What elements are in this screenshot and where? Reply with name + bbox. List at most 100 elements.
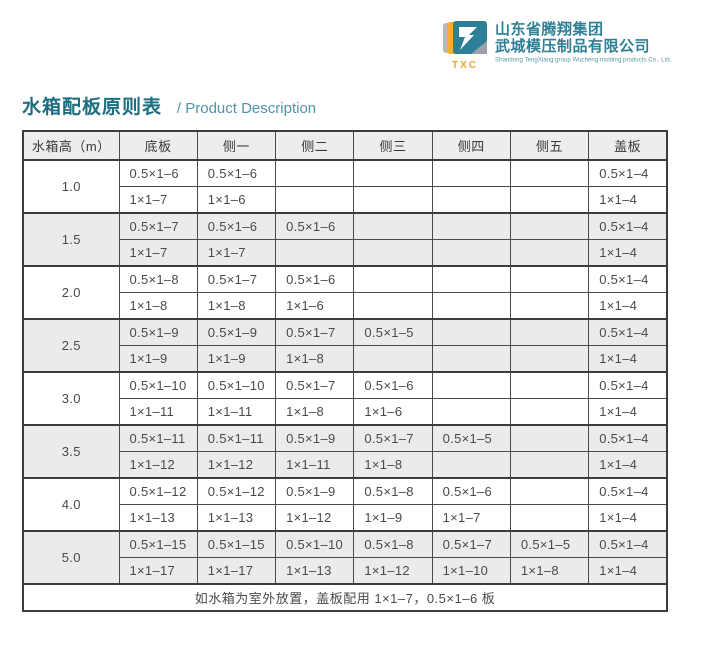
panel-value-cell: 1×1–8 (196, 292, 277, 320)
panel-value-cell (509, 159, 590, 187)
panel-spec-table: 水箱高（m） 底板 侧一 侧二 侧三 侧四 侧五 盖板 1.0 0.5×1–6 0.5×1–6 0.… (22, 130, 668, 612)
panel-value-cell: 0.5×1–11 (196, 424, 277, 452)
column-header: 盖板 (588, 130, 668, 161)
panel-value-cell: 1×1–7 (431, 504, 511, 532)
table-row: 1.5 0.5×1–7 0.5×1–6 0.5×1–6 0.5×1–4 (22, 212, 668, 267)
panel-value-cell (509, 504, 590, 532)
panel-value-cell (509, 345, 590, 373)
panel-value-cell: 0.5×1–12 (196, 477, 277, 505)
column-header: 侧三 (353, 130, 433, 161)
tank-height-cell: 3.5 (22, 424, 120, 479)
panel-value-cell: 0.5×1–9 (275, 477, 355, 505)
panel-value-cell: 0.5×1–4 (588, 371, 668, 399)
panel-value-cell: 0.5×1–8 (118, 265, 198, 293)
tank-height-cell: 5.0 (22, 530, 120, 585)
panel-value-cell: 1×1–6 (353, 398, 433, 426)
table-row: 1×1–13 1×1–13 1×1–12 1×1–9 1×1–7 1×1–4 (23, 504, 668, 532)
panel-value-cell: 0.5×1–4 (588, 159, 668, 187)
company-name-en: Shandong TengXiang group Wucheng molding… (495, 56, 672, 63)
panel-value-cell: 0.5×1–9 (118, 318, 198, 346)
panel-value-cell: 1×1–4 (588, 451, 668, 479)
panel-value-cell: 1×1–4 (588, 239, 668, 267)
panel-value-cell: 0.5×1–7 (118, 212, 198, 240)
panel-value-cell: 0.5×1–4 (588, 212, 668, 240)
panel-value-cell (509, 477, 590, 505)
table-row: 1×1–9 1×1–9 1×1–8 1×1–4 (23, 345, 668, 373)
panel-value-cell (275, 159, 355, 187)
panel-value-cell: 0.5×1–7 (196, 265, 277, 293)
table-header-row: 水箱高（m） 底板 侧一 侧二 侧三 侧四 侧五 盖板 (22, 130, 668, 161)
tank-height-cell: 1.0 (22, 159, 120, 214)
panel-value-cell: 0.5×1–9 (275, 424, 355, 452)
page-title-cn: 水箱配板原则表 (22, 97, 163, 118)
page-title-en: / Product Description (176, 100, 317, 117)
logo-txc-label: TXC (452, 60, 478, 71)
tank-height-cell: 2.5 (22, 318, 120, 373)
panel-value-cell (353, 212, 433, 240)
panel-value-cell (353, 239, 433, 267)
panel-value-cell: 0.5×1–6 (275, 265, 355, 293)
table-row: 2.5 0.5×1–9 0.5×1–9 0.5×1–7 0.5×1–5 0.5×1–4 (22, 318, 668, 373)
panel-value-cell (431, 159, 511, 187)
table-row: 1×1–8 1×1–8 1×1–6 1×1–4 (23, 292, 668, 320)
column-header: 侧一 (196, 130, 277, 161)
panel-value-cell: 0.5×1–6 (431, 477, 511, 505)
txc-logo-icon (443, 21, 487, 54)
panel-value-cell: 1×1–8 (275, 345, 355, 373)
panel-value-cell: 0.5×1–8 (353, 477, 433, 505)
panel-value-cell (353, 159, 433, 187)
panel-value-cell (509, 371, 590, 399)
column-header: 侧二 (275, 130, 355, 161)
panel-value-cell (431, 371, 511, 399)
tank-height-cell: 1.5 (22, 212, 120, 267)
panel-value-cell: 0.5×1–15 (196, 530, 277, 558)
panel-value-cell: 0.5×1–5 (509, 530, 590, 558)
column-header: 侧四 (431, 130, 511, 161)
panel-value-cell (431, 398, 511, 426)
panel-value-cell: 0.5×1–10 (118, 371, 198, 399)
panel-value-cell: 0.5×1–6 (196, 159, 277, 187)
panel-value-cell: 1×1–12 (353, 557, 433, 585)
panel-value-cell: 1×1–7 (118, 239, 198, 267)
panel-value-cell (509, 239, 590, 267)
panel-value-cell: 0.5×1–6 (353, 371, 433, 399)
panel-value-cell: 1×1–7 (118, 186, 198, 214)
panel-value-cell: 0.5×1–6 (118, 159, 198, 187)
tank-height-cell: 2.0 (22, 265, 120, 320)
company-name-cn-line2: 武城模压制品有限公司 (495, 38, 651, 55)
company-logo: TXC 山东省腾翔集团 武城模压制品有限公司 Shandong TengXian… (441, 20, 724, 71)
panel-value-cell (431, 212, 511, 240)
panel-value-cell: 0.5×1–6 (275, 212, 355, 240)
panel-value-cell (431, 292, 511, 320)
panel-value-cell: 1×1–8 (118, 292, 198, 320)
panel-value-cell: 1×1–4 (588, 398, 668, 426)
panel-value-cell (509, 424, 590, 452)
panel-value-cell: 0.5×1–7 (275, 318, 355, 346)
panel-value-cell: 0.5×1–5 (353, 318, 433, 346)
tank-height-cell: 3.0 (22, 371, 120, 426)
logo-mark: TXC (441, 20, 489, 71)
panel-value-cell: 0.5×1–9 (196, 318, 277, 346)
panel-value-cell (431, 345, 511, 373)
table-row: 1×1–7 1×1–7 1×1–4 (23, 239, 668, 267)
table-row: 1×1–11 1×1–11 1×1–8 1×1–6 1×1–4 (23, 398, 668, 426)
table-row: 1×1–12 1×1–12 1×1–11 1×1–8 1×1–4 (23, 451, 668, 479)
panel-value-cell: 1×1–8 (509, 557, 590, 585)
panel-value-cell (509, 318, 590, 346)
table-row: 4.0 0.5×1–12 0.5×1–12 0.5×1–9 0.5×1–8 0.5×1–6… (22, 477, 668, 532)
panel-value-cell: 1×1–10 (431, 557, 511, 585)
company-name-cn-line1: 山东省腾翔集团 (495, 21, 604, 38)
panel-value-cell: 1×1–4 (588, 292, 668, 320)
tank-height-cell: 4.0 (22, 477, 120, 532)
panel-value-cell: 0.5×1–4 (588, 424, 668, 452)
panel-value-cell: 0.5×1–4 (588, 318, 668, 346)
table-row: 1×1–17 1×1–17 1×1–13 1×1–12 1×1–10 1×1–8 1×1–4 (23, 557, 668, 585)
panel-value-cell: 1×1–12 (118, 451, 198, 479)
panel-value-cell (431, 186, 511, 214)
footnote-row: 如水箱为室外放置，盖板配用 1×1–7，0.5×1–6 板 (22, 583, 668, 612)
panel-value-cell: 1×1–13 (118, 504, 198, 532)
footnote-cell: 如水箱为室外放置，盖板配用 1×1–7，0.5×1–6 板 (22, 583, 668, 612)
panel-value-cell (431, 451, 511, 479)
panel-value-cell: 0.5×1–10 (275, 530, 355, 558)
table-row: 1.0 0.5×1–6 0.5×1–6 0.5×1–4 (22, 159, 668, 214)
